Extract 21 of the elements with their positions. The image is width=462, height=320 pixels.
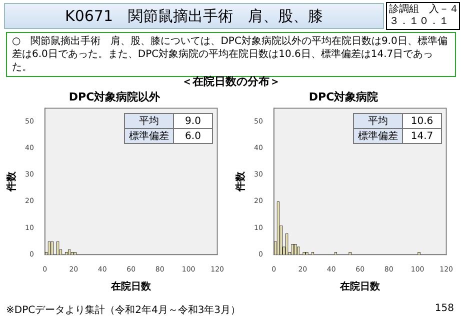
y-axis-title: 件数 bbox=[6, 170, 18, 192]
text: ○ 関節鼠摘出手術 肩、股、膝については、DPC対象病院以外の平均在院日数は9.0日、標準偏差は6.0日であった。また、DPC対象病院の平均在院日数は10.6日、標準偏差は14.7日であった。 bbox=[12, 36, 448, 73]
annotation: 9.0 bbox=[174, 114, 212, 128]
annotation: 6.0 bbox=[174, 128, 212, 144]
annotation: 10.6 bbox=[402, 114, 442, 128]
annotation: 平均 bbox=[354, 114, 402, 128]
text: ３．１０．１ bbox=[389, 16, 450, 28]
x-axis-title: 在院日数 bbox=[339, 280, 382, 293]
text: 診調組 入－４ bbox=[389, 4, 459, 16]
annotation: 14.7 bbox=[402, 128, 442, 144]
y-axis-title: 件数 bbox=[234, 170, 247, 192]
x-axis-title: 在院日数 bbox=[110, 280, 152, 293]
annotation: 平均 bbox=[124, 114, 174, 128]
chart-title: DPC対象病院 bbox=[308, 90, 378, 104]
annotation: 標準偏差 bbox=[124, 128, 174, 144]
text: 158 bbox=[434, 303, 454, 314]
text: ※DPCデータより集計（令和2年4月～令和3年3月） bbox=[6, 304, 241, 317]
text: K0671 関節鼠摘出手術 肩、股、膝 bbox=[4, 3, 384, 29]
chart-title: DPC対象病院以外 bbox=[68, 90, 162, 104]
annotation: 標準偏差 bbox=[354, 128, 402, 144]
text: ＜在院日数の分布＞ bbox=[180, 74, 282, 89]
